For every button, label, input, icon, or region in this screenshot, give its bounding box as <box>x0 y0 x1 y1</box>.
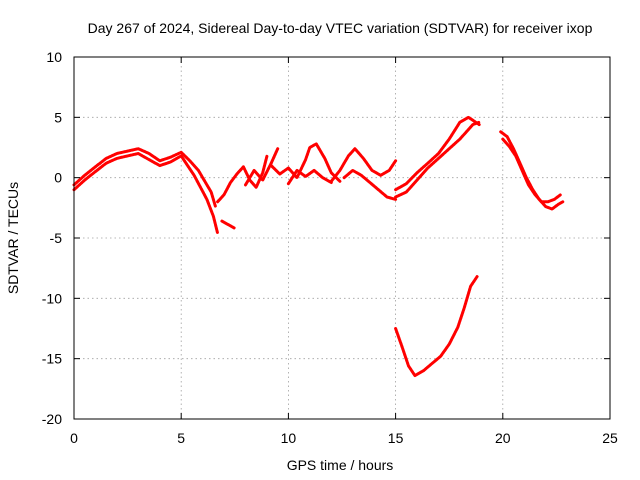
series-segment-15-18.5-b <box>394 115 481 192</box>
x-tick-label: 5 <box>177 430 185 446</box>
y-tick-label: -10 <box>42 290 62 306</box>
series-segment-8-9.5 <box>244 147 280 187</box>
series-lower-track <box>394 275 479 378</box>
series-main-track-1 <box>72 152 220 235</box>
ticks-layer: 0 5 10 15 20 25 -20 -15 -10 -5 0 5 10 <box>42 49 618 446</box>
series-segment-19.9-22.8-b <box>501 137 563 204</box>
series-segment-12-15 <box>329 147 398 183</box>
y-axis-label: SDTVAR / TECUs <box>5 182 21 294</box>
series-segment-7-7.6 <box>220 219 237 230</box>
y-tick-label: -5 <box>50 230 63 246</box>
x-axis-label: GPS time / hours <box>287 457 394 473</box>
x-tick-label: 20 <box>495 430 511 446</box>
y-tick-label: 10 <box>46 49 62 65</box>
x-tick-label: 0 <box>70 430 78 446</box>
series-main-track-2 <box>72 147 217 209</box>
x-tick-label: 25 <box>602 430 618 446</box>
x-tick-label: 15 <box>388 430 404 446</box>
chart-title: Day 267 of 2024, Sidereal Day-to-day VTE… <box>88 20 593 36</box>
series-segment-15-18.5 <box>394 120 481 199</box>
x-tick-label: 10 <box>281 430 297 446</box>
series-segment-10-12 <box>286 168 333 186</box>
y-tick-label: 0 <box>54 170 62 186</box>
grid-layer <box>74 57 610 419</box>
series-segment-6.5-9 <box>216 154 269 204</box>
series-segment-19.9-22.8 <box>499 130 565 211</box>
y-tick-label: -15 <box>42 351 62 367</box>
series-layer <box>72 115 565 378</box>
y-tick-label: 5 <box>54 109 62 125</box>
y-tick-label: -20 <box>42 411 62 427</box>
series-segment-9-12.5 <box>269 142 342 183</box>
series-segment-12.5-15 <box>342 168 398 201</box>
